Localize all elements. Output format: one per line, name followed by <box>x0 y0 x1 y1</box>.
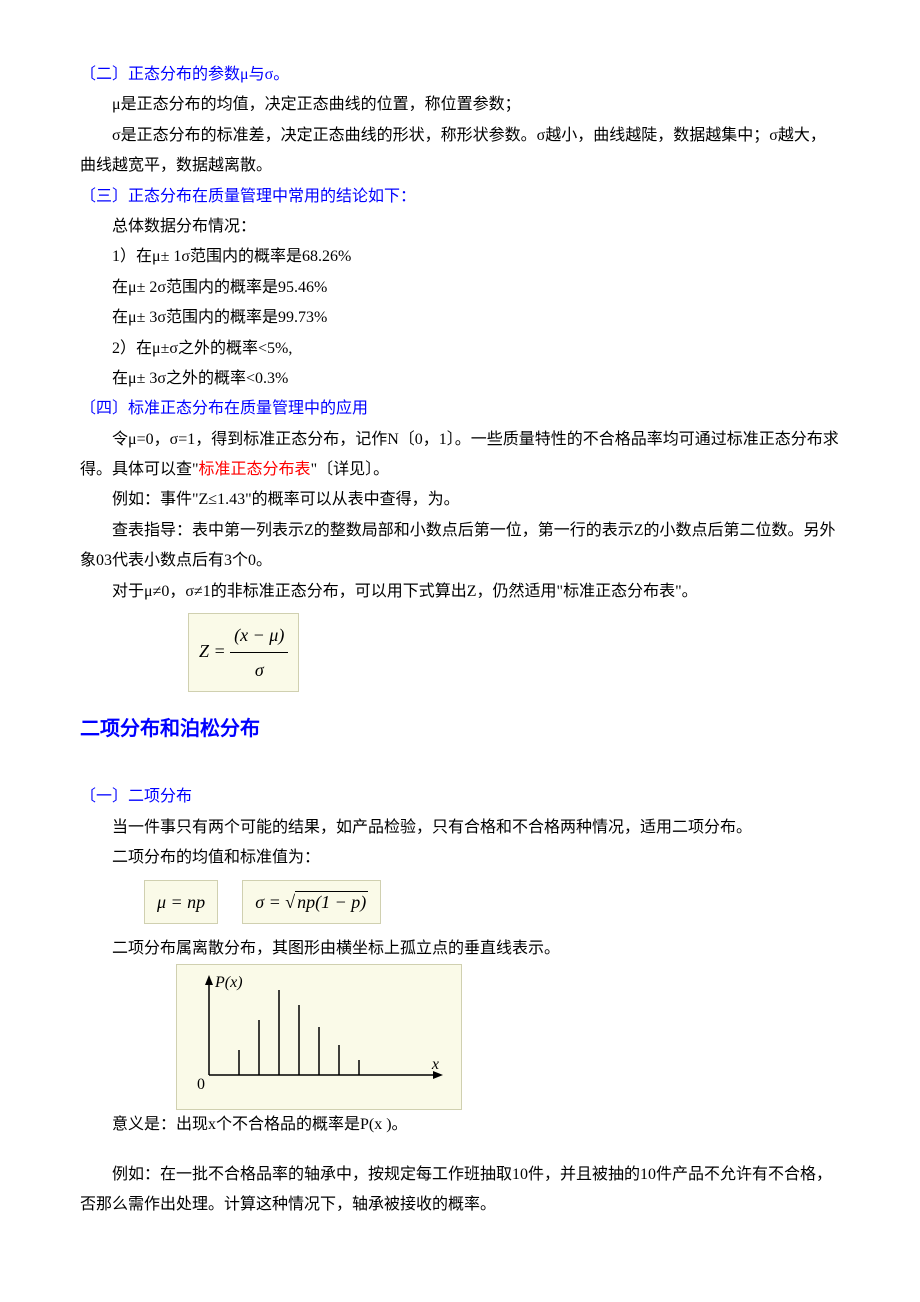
binomial-poisson-title: 二项分布和泊松分布 <box>80 710 840 748</box>
binomial-stem-chart: P(x) x 0 <box>176 964 462 1109</box>
svg-text:x: x <box>431 1056 439 1073</box>
binomial-formula-row: μ = np σ = np(1 − p) <box>144 880 840 924</box>
z-formula-row: Z = (x − μ) σ <box>80 613 840 692</box>
z-formula-lhs: Z = <box>199 641 226 661</box>
binomial-p5: 例如：在一批不合格品率的轴承中，按规定每工作班抽取10件，并且被抽的10件产品不… <box>80 1160 840 1221</box>
binomial-heading-text: 〔一〕二项分布 <box>80 788 192 805</box>
section-4-heading-text: 〔四〕标准正态分布在质量管理中的应用 <box>80 400 368 417</box>
binomial-p3: 二项分布属离散分布，其图形由横坐标上孤立点的垂直线表示。 <box>80 934 840 964</box>
section-2-p1: μ是正态分布的均值，决定正态曲线的位置，称位置参数； <box>80 90 840 120</box>
binomial-sd-formula: σ = np(1 − p) <box>242 880 381 924</box>
section-3-heading-text: 〔三〕正态分布在质量管理中常用的结论如下： <box>80 188 416 205</box>
svg-text:0: 0 <box>197 1076 205 1093</box>
sqrt-icon <box>285 892 295 912</box>
section-3-li4: 2）在μ±σ之外的概率<5%, <box>80 334 840 364</box>
section-4-p1a: 令μ=0，σ=1，得到标准正态分布，记作N〔0，1〕。一些质量特性的不合格品率均… <box>80 431 839 478</box>
binomial-p2: 二项分布的均值和标准值为： <box>80 843 840 873</box>
section-2-p2: σ是正态分布的标准差，决定正态曲线的形状，称形状参数。σ越小，曲线越陡，数据越集… <box>80 121 840 182</box>
section-3-heading: 〔三〕正态分布在质量管理中常用的结论如下： <box>80 182 840 212</box>
binomial-p1: 当一件事只有两个可能的结果，如产品检验，只有合格和不合格两种情况，适用二项分布。 <box>80 813 840 843</box>
binomial-sd-radicand: np(1 − p) <box>295 891 368 912</box>
section-2-heading-text: 〔二〕正态分布的参数μ与σ。 <box>80 66 289 83</box>
section-2-heading: 〔二〕正态分布的参数μ与σ。 <box>80 60 840 90</box>
stem-chart-svg: P(x) x 0 <box>189 973 449 1093</box>
section-4-p2: 例如：事件"Z≤1.43"的概率可以从表中查得，为。 <box>80 485 840 515</box>
z-formula-fraction: (x − μ) σ <box>230 618 288 687</box>
z-formula-num: (x − μ) <box>230 618 288 653</box>
svg-text:P(x): P(x) <box>214 974 243 991</box>
binomial-heading: 〔一〕二项分布 <box>80 782 840 812</box>
section-3-li1: 1）在μ± 1σ范围内的概率是68.26% <box>80 242 840 272</box>
section-4-p4: 对于μ≠0，σ≠1的非标准正态分布，可以用下式算出Z，仍然适用"标准正态分布表"… <box>80 577 840 607</box>
section-3-li5: 在μ± 3σ之外的概率<0.3% <box>80 364 840 394</box>
binomial-stem-chart-wrapper: P(x) x 0 <box>80 964 840 1109</box>
spacer-2 <box>80 1140 840 1160</box>
section-4-p3: 查表指导：表中第一列表示Z的整数局部和小数点后第一位，第一行的表示Z的小数点后第… <box>80 516 840 577</box>
standard-normal-table-link: 标准正态分布表 <box>199 461 311 478</box>
z-formula: Z = (x − μ) σ <box>188 613 299 692</box>
spacer <box>80 762 840 782</box>
section-3-li2: 在μ± 2σ范围内的概率是95.46% <box>80 273 840 303</box>
section-4-heading: 〔四〕标准正态分布在质量管理中的应用 <box>80 394 840 424</box>
binomial-sd-lhs: σ = <box>255 892 285 912</box>
section-3-li3: 在μ± 3σ范围内的概率是99.73% <box>80 303 840 333</box>
z-formula-den: σ <box>230 653 288 687</box>
section-4-p1: 令μ=0，σ=1，得到标准正态分布，记作N〔0，1〕。一些质量特性的不合格品率均… <box>80 425 840 486</box>
section-4-p1c: "〔详见〕。 <box>311 461 390 478</box>
section-3-p1: 总体数据分布情况： <box>80 212 840 242</box>
binomial-mean-formula: μ = np <box>144 880 218 924</box>
binomial-p4: 意义是：出现x个不合格品的概率是P(x )。 <box>80 1110 840 1140</box>
